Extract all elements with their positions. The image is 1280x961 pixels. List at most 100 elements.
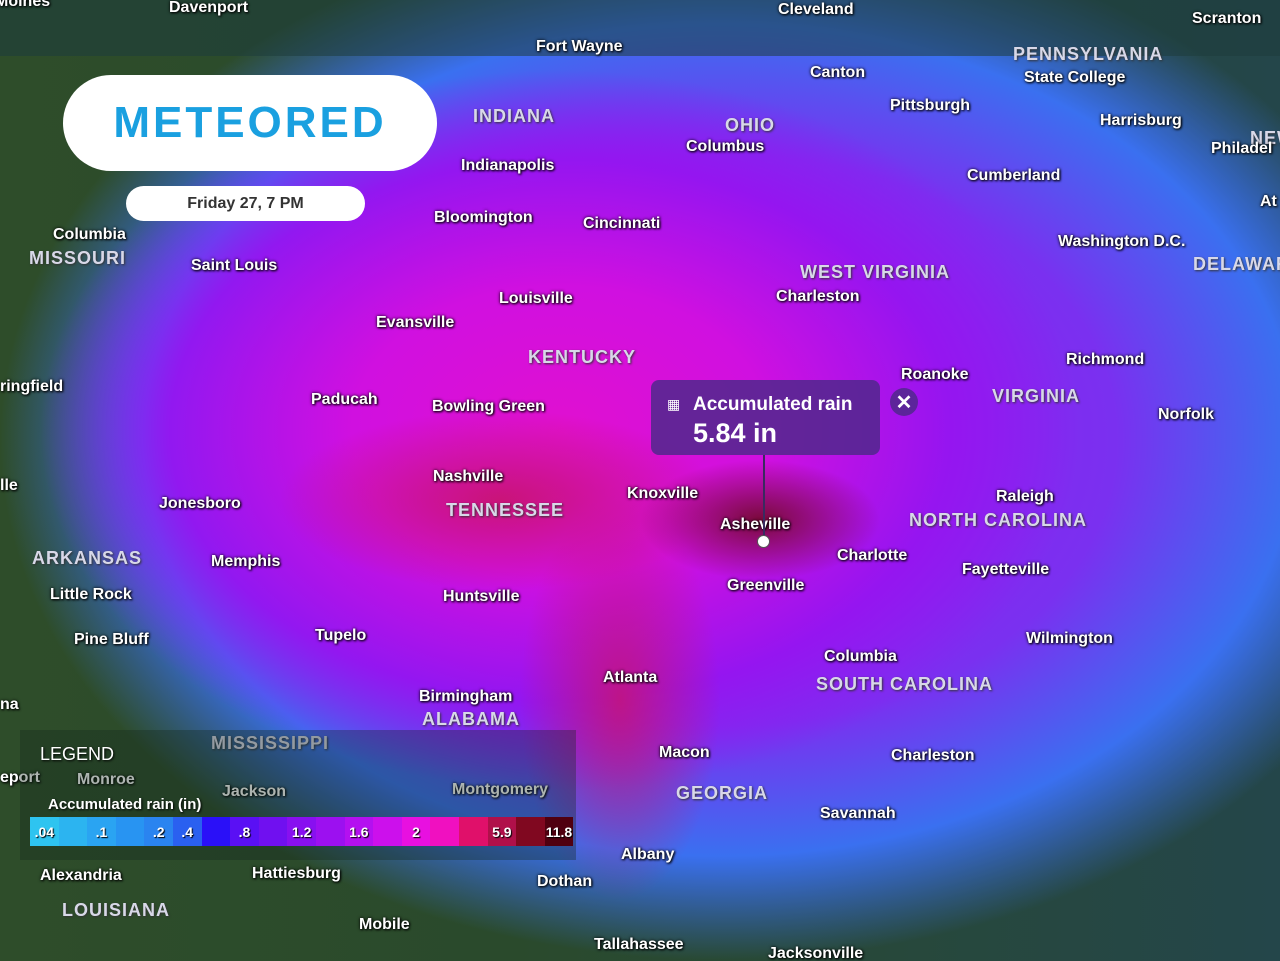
location-pin[interactable] — [757, 535, 770, 548]
city-label[interactable]: Nashville — [433, 468, 504, 485]
close-popup-button[interactable]: ✕ — [890, 388, 918, 416]
city-label[interactable]: Alexandria — [40, 867, 122, 884]
city-label[interactable]: Little Rock — [50, 586, 132, 603]
city-label[interactable]: Tallahassee — [594, 936, 684, 953]
city-label[interactable]: Albany — [621, 846, 675, 863]
legend-segment — [373, 817, 402, 846]
rain-popup: ▦ Accumulated rain 5.84 in — [651, 380, 880, 455]
city-label[interactable]: eport — [0, 769, 40, 786]
city-label[interactable]: Macon — [659, 744, 710, 761]
state-label: LOUISIANA — [62, 900, 170, 920]
city-label[interactable]: Harrisburg — [1100, 112, 1182, 129]
city-label[interactable]: Richmond — [1066, 351, 1145, 368]
legend-segment — [516, 817, 545, 846]
city-label[interactable]: Columbus — [686, 138, 765, 155]
city-label[interactable]: Pittsburgh — [890, 97, 970, 114]
city-label[interactable]: Dothan — [537, 873, 593, 890]
city-label[interactable]: Paducah — [311, 391, 378, 408]
legend-segment: 2 — [401, 817, 431, 846]
legend-segment — [258, 817, 288, 846]
city-label[interactable]: Jackson — [222, 783, 287, 800]
legend-segment — [458, 817, 488, 846]
state-label: KENTUCKY — [528, 347, 637, 367]
city-label[interactable]: Cincinnati — [583, 215, 661, 232]
state-label: OHIO — [725, 115, 776, 135]
city-label[interactable]: Asheville — [720, 516, 791, 533]
city-label[interactable]: Charleston — [891, 747, 975, 764]
meteored-logo: METEORED — [63, 75, 437, 171]
popup-pointer-line — [763, 455, 765, 537]
city-label[interactable]: Bloomington — [434, 209, 533, 226]
city-label[interactable]: Wilmington — [1026, 630, 1113, 647]
city-label[interactable]: Washington D.C. — [1058, 233, 1186, 250]
city-label[interactable]: Norfolk — [1158, 406, 1214, 423]
city-label[interactable]: Memphis — [211, 553, 281, 570]
legend-segment — [58, 817, 88, 846]
state-label: NEW — [1250, 128, 1280, 148]
city-label[interactable]: Raleigh — [996, 488, 1054, 505]
city-label[interactable]: ringfield — [0, 378, 64, 395]
city-label[interactable]: Monroe — [77, 771, 135, 788]
city-label[interactable]: na — [0, 696, 19, 713]
city-label[interactable]: Mobile — [359, 916, 410, 933]
legend-segment: 1.6 — [344, 817, 374, 846]
city-label[interactable]: Philadel — [1211, 140, 1273, 157]
state-label: ALABAMA — [422, 709, 520, 729]
city-label[interactable]: Huntsville — [443, 588, 520, 605]
state-label: MISSOURI — [29, 248, 127, 268]
popup-value: 5.84 in — [693, 418, 778, 448]
legend-segment: .8 — [230, 817, 259, 846]
legend-segment: 11.8 — [544, 817, 574, 846]
city-label[interactable]: Davenport — [169, 0, 249, 16]
city-label[interactable]: Charlotte — [837, 547, 908, 564]
city-label[interactable]: At — [1260, 193, 1277, 210]
city-label[interactable]: Atlanta — [603, 669, 658, 686]
city-label[interactable]: Cumberland — [967, 167, 1061, 184]
state-label: VIRGINIA — [992, 386, 1081, 406]
legend-color-scale: .04 .1 .2.4 .8 1.2 1.6 2 5.9 11.8 — [30, 817, 574, 846]
state-label: SOUTH CAROLINA — [816, 674, 993, 694]
logo-text: METEORED — [113, 98, 387, 147]
close-icon: ✕ — [895, 391, 913, 414]
city-label[interactable]: Scranton — [1192, 10, 1262, 27]
city-label[interactable]: lle — [0, 477, 18, 494]
city-label[interactable]: State College — [1024, 69, 1126, 86]
city-label[interactable]: Birmingham — [419, 688, 513, 705]
city-label[interactable]: Knoxville — [627, 485, 699, 502]
city-label[interactable]: Montgomery — [452, 781, 548, 798]
city-label[interactable]: Canton — [810, 64, 866, 81]
city-label[interactable]: Louisville — [499, 290, 573, 307]
city-label[interactable]: Charleston — [776, 288, 860, 305]
city-label[interactable]: Saint Louis — [191, 257, 278, 274]
state-label: NORTH CAROLINA — [909, 510, 1087, 530]
city-label[interactable]: Columbia — [824, 648, 897, 665]
city-label[interactable]: Fort Wayne — [536, 38, 623, 55]
state-label: PENNSYLVANIA — [1013, 44, 1164, 64]
city-label[interactable]: Evansville — [376, 314, 455, 331]
city-label[interactable]: Cleveland — [778, 1, 854, 18]
state-label: GEORGIA — [676, 783, 769, 803]
city-label[interactable]: Fayetteville — [962, 561, 1050, 578]
legend-segment — [201, 817, 231, 846]
legend-segment — [315, 817, 345, 846]
state-label: MISSISSIPPI — [211, 733, 330, 753]
city-label[interactable]: Roanoke — [901, 366, 969, 383]
city-label[interactable]: Tupelo — [315, 627, 367, 644]
city-label[interactable]: Hattiesburg — [252, 865, 341, 882]
state-label: INDIANA — [473, 106, 555, 126]
city-label[interactable]: Columbia — [53, 226, 126, 243]
city-label[interactable]: Moines — [0, 0, 51, 10]
legend-segment: .04 — [30, 817, 59, 846]
city-label[interactable]: Bowling Green — [432, 398, 545, 415]
legend-subtitle: Accumulated rain (in) — [48, 796, 202, 813]
time-label[interactable]: Friday 27, 7 PM — [126, 186, 365, 221]
city-label[interactable]: Jacksonville — [768, 945, 864, 961]
city-label[interactable]: Greenville — [727, 577, 805, 594]
legend-segment — [115, 817, 145, 846]
city-label[interactable]: Jonesboro — [159, 495, 241, 512]
city-label[interactable]: Pine Bluff — [74, 631, 149, 648]
state-label: TENNESSEE — [446, 500, 565, 520]
legend-segment: 5.9 — [487, 817, 517, 846]
city-label[interactable]: Indianapolis — [461, 157, 555, 174]
city-label[interactable]: Savannah — [820, 805, 896, 822]
